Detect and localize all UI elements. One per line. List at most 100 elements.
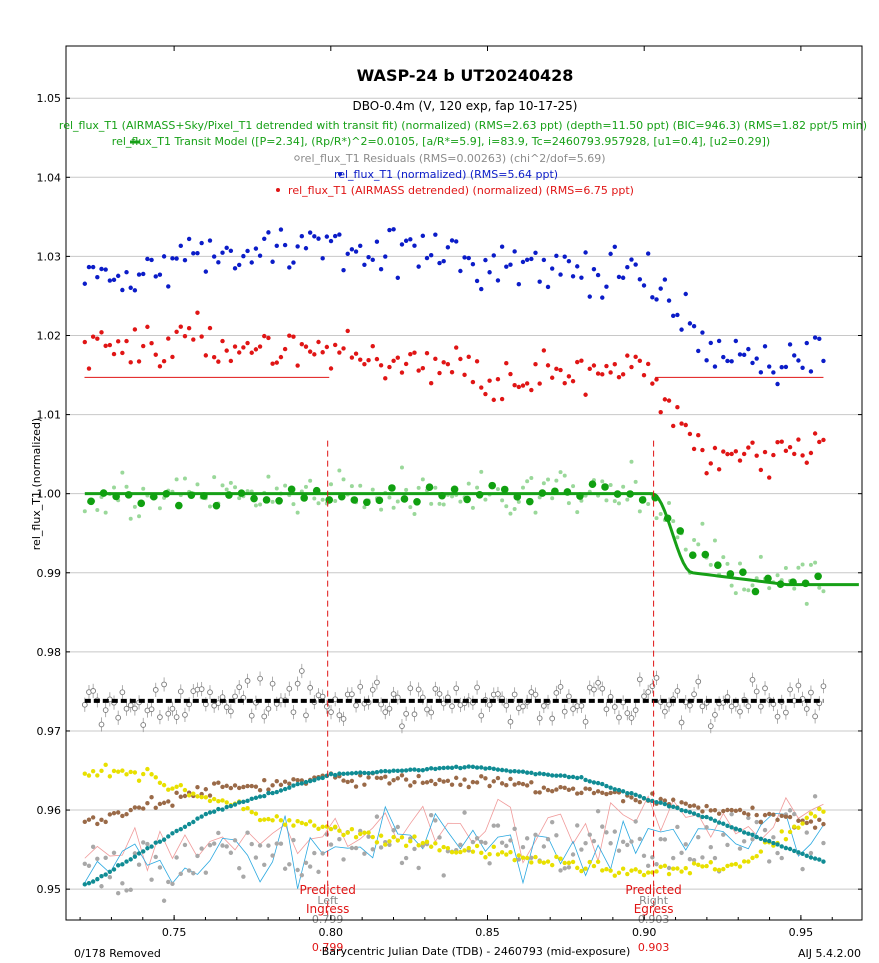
- brown-aux-point: [575, 791, 580, 796]
- airmass-point: [604, 783, 609, 789]
- gray-aux-point: [808, 850, 814, 856]
- normalized-point: [654, 297, 659, 302]
- brown-aux-point: [704, 803, 709, 809]
- airmass-detrended-point: [241, 345, 246, 350]
- airmass-point: [767, 838, 772, 844]
- gray-aux-point: [141, 840, 146, 845]
- gray-aux-point: [291, 837, 296, 843]
- normalized-point: [696, 348, 701, 354]
- residual-point: [628, 715, 635, 721]
- residual-point: [687, 702, 693, 709]
- airmass-point: [358, 770, 363, 775]
- brown-aux-point: [737, 807, 743, 813]
- airmass-point: [433, 766, 438, 772]
- normalized-point: [633, 262, 638, 267]
- yellow-aux-point: [645, 870, 651, 875]
- gray-aux-point: [721, 832, 726, 837]
- normalized-point: [82, 281, 88, 286]
- brown-aux-point: [499, 781, 505, 786]
- yellow-aux-point: [549, 862, 555, 868]
- airmass-detrended-point: [762, 449, 768, 455]
- airmass-point: [262, 793, 267, 799]
- airmass-detrended-point: [595, 371, 601, 376]
- gray-aux-point: [479, 839, 484, 845]
- airmass-detrended-point: [575, 359, 580, 365]
- airmass-detrended-point: [541, 348, 547, 353]
- residual-point: [424, 706, 430, 713]
- residual-point: [803, 706, 810, 712]
- residual-point: [753, 688, 760, 695]
- airmass-point: [449, 765, 455, 771]
- yellow-aux-point: [262, 817, 267, 822]
- gray-aux-point: [182, 842, 188, 848]
- airmass-point: [299, 781, 305, 786]
- brown-aux-point: [562, 785, 567, 790]
- normalized-point: [403, 238, 409, 243]
- detrended-point: [266, 474, 271, 479]
- detrended-point: [675, 535, 680, 540]
- yellow-aux-point: [754, 853, 759, 859]
- airmass-point: [257, 794, 263, 799]
- detrended-point: [174, 477, 179, 482]
- yellow-aux-point: [529, 860, 534, 865]
- yellow-aux-point: [224, 800, 229, 805]
- residual-point: [307, 684, 314, 691]
- airmass-detrended-point: [566, 374, 572, 379]
- normalized-point: [249, 260, 254, 265]
- airmass-detrended-point: [800, 453, 805, 458]
- yellow-aux-point: [90, 768, 96, 774]
- legend-residual-swatch: [294, 155, 300, 161]
- airmass-point: [107, 869, 113, 874]
- brown-aux-point: [495, 775, 501, 781]
- brown-aux-point: [620, 798, 626, 804]
- gray-aux-point: [253, 855, 259, 860]
- airmass-detrended-point: [445, 361, 451, 367]
- yellow-aux-point: [420, 840, 426, 846]
- residual-point: [737, 708, 743, 715]
- airmass-detrended-point: [821, 437, 826, 443]
- marker-label: 0.799: [312, 941, 344, 954]
- airmass-detrended-point: [645, 361, 651, 367]
- airmass-detrended-point: [683, 422, 688, 428]
- gray-aux-point: [533, 832, 538, 837]
- residual-point: [808, 689, 814, 696]
- x-axis-label: Barycentric Julian Date (TDB) - 2460793 …: [322, 945, 631, 958]
- gray-aux-point: [487, 861, 492, 866]
- airmass-detrended-point: [558, 367, 563, 373]
- yellow-aux-point: [808, 811, 814, 816]
- gray-aux-point: [145, 841, 150, 847]
- airmass-point: [554, 773, 559, 778]
- detrended-point: [483, 497, 488, 502]
- binned-detrended-point: [312, 486, 321, 495]
- normalized-point: [232, 266, 238, 271]
- airmass-point: [408, 767, 413, 772]
- airmass-detrended-point: [796, 437, 801, 442]
- yellow-aux-point: [270, 818, 275, 823]
- residual-point: [812, 713, 818, 720]
- airmass-point: [787, 846, 793, 852]
- detrended-point: [725, 561, 730, 566]
- x-tick-label: 0.75: [162, 926, 187, 939]
- detrended-point: [207, 504, 212, 509]
- yellow-aux-point: [746, 859, 751, 864]
- detrended-point: [124, 484, 129, 489]
- marker-label: Egress: [634, 902, 674, 916]
- airmass-point: [679, 807, 684, 813]
- normalized-point: [750, 360, 755, 366]
- airmass-point: [287, 785, 292, 790]
- residual-point: [132, 705, 138, 712]
- normalized-point: [341, 267, 346, 273]
- airmass-detrended-point: [174, 329, 179, 334]
- brown-aux-point: [591, 790, 597, 796]
- yellow-aux-point: [437, 848, 442, 853]
- yellow-aux-point: [783, 836, 789, 842]
- normalized-point: [374, 239, 380, 244]
- airmass-detrended-point: [725, 451, 730, 457]
- normalized-point: [712, 364, 718, 369]
- normalized-point: [262, 236, 267, 241]
- airmass-detrended-point: [474, 359, 480, 364]
- normalized-point: [145, 256, 150, 262]
- normalized-point: [508, 262, 513, 267]
- yellow-aux-point: [641, 872, 647, 878]
- brown-aux-point: [174, 790, 179, 796]
